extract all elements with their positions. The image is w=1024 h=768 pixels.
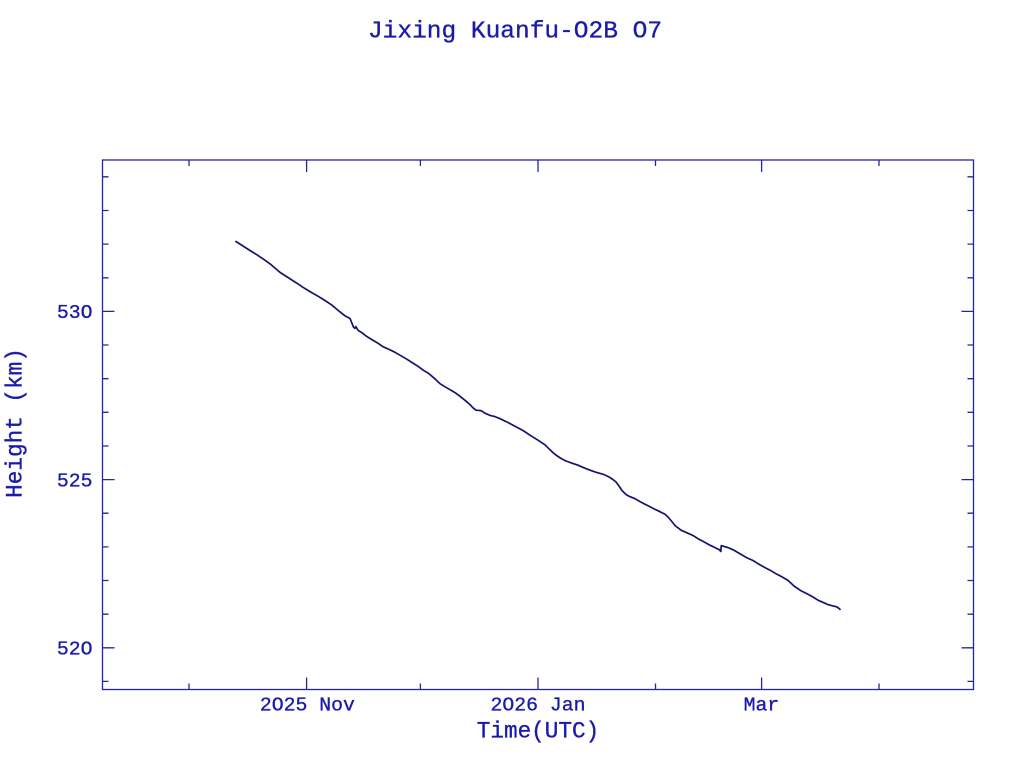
svg-text:Mar: Mar xyxy=(744,694,780,716)
svg-text:53O: 53O xyxy=(57,302,93,324)
svg-text:525: 525 xyxy=(57,470,93,492)
svg-text:2O26 Jan: 2O26 Jan xyxy=(491,694,586,716)
svg-text:52O: 52O xyxy=(57,639,93,661)
svg-text:2O25 Nov: 2O25 Nov xyxy=(260,694,355,716)
svg-text:Height (km): Height (km) xyxy=(2,348,28,498)
svg-text:Jixing Kuanfu-O2B O7: Jixing Kuanfu-O2B O7 xyxy=(368,19,662,46)
svg-text:Time(UTC): Time(UTC) xyxy=(477,719,600,745)
